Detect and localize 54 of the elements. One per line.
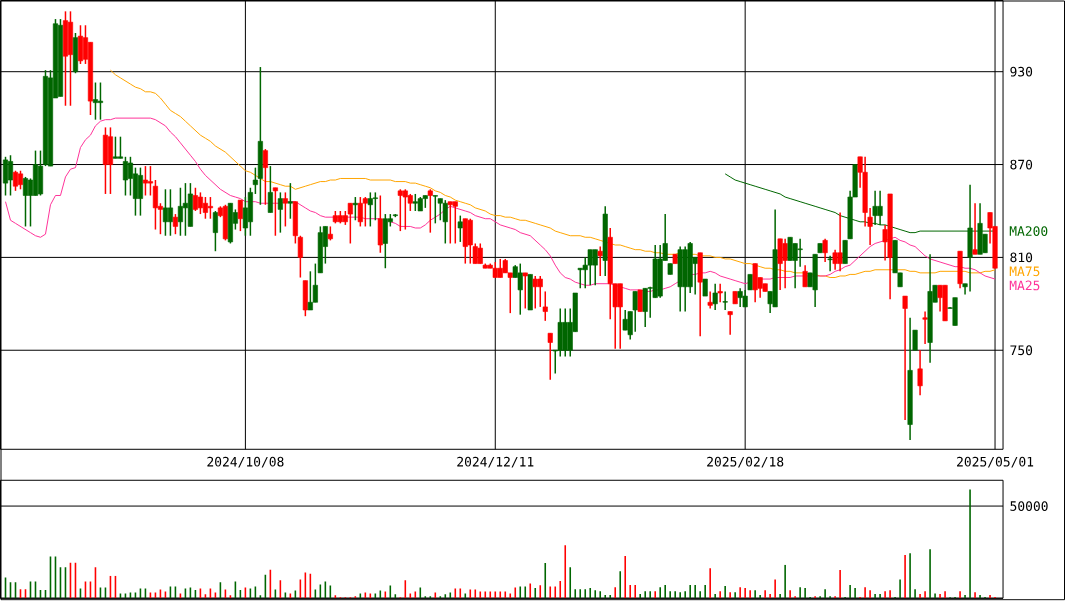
candlestick xyxy=(717,283,723,304)
candlestick xyxy=(707,290,713,310)
y-tick-label: 810 xyxy=(1010,252,1033,263)
candlestick xyxy=(352,196,358,222)
candlestick xyxy=(97,82,104,121)
candlestick xyxy=(237,199,243,233)
candlestick xyxy=(267,165,273,214)
y-tick-label: 930 xyxy=(1010,67,1033,77)
y-tick-label: 870 xyxy=(1010,159,1033,170)
candlestick xyxy=(167,188,173,237)
series-label: MA75 xyxy=(1009,266,1040,277)
candlestick xyxy=(22,176,29,228)
candlestick xyxy=(147,165,153,197)
x-tick-label: 2025/02/18 xyxy=(707,457,784,468)
candlestick xyxy=(902,295,908,421)
candlestick xyxy=(262,148,268,206)
series-label: MA200 xyxy=(1009,226,1048,237)
candlestick xyxy=(832,249,838,271)
candlestick xyxy=(547,332,553,381)
x-tick-label: 2025/05/01 xyxy=(957,457,1034,468)
candlestick xyxy=(457,215,463,243)
candlestick xyxy=(917,349,923,397)
x-tick-label: 2024/10/08 xyxy=(207,457,284,468)
candlestick xyxy=(172,213,178,236)
candlestick xyxy=(642,287,648,329)
candlestick xyxy=(922,311,928,346)
candlestick xyxy=(117,136,123,160)
candlestick xyxy=(727,311,733,336)
y-tick-label: 50000 xyxy=(1010,501,1048,512)
candlestick xyxy=(277,191,283,234)
candlestick xyxy=(207,196,213,220)
candlestick xyxy=(637,289,643,313)
candlestick xyxy=(827,255,833,273)
candlestick xyxy=(597,246,603,277)
candlestick xyxy=(137,167,143,217)
candlestick xyxy=(712,283,718,311)
x-tick-label: 2024/12/11 xyxy=(457,457,534,468)
candlestick xyxy=(272,187,278,237)
candlestick xyxy=(282,191,288,228)
candlestick xyxy=(357,196,363,228)
candlestick xyxy=(7,154,14,197)
candlestick xyxy=(287,182,293,220)
candlestick xyxy=(212,210,218,253)
candlestick xyxy=(722,290,728,311)
candlestick xyxy=(17,170,24,191)
y-tick-label: 750 xyxy=(1010,345,1033,356)
candlestick xyxy=(2,156,9,197)
candlestick xyxy=(12,170,19,192)
series-label: MA25 xyxy=(1009,280,1040,291)
candlestick xyxy=(427,188,433,234)
candlestick xyxy=(522,272,528,310)
candlestick xyxy=(92,82,99,121)
candlestick xyxy=(822,238,828,264)
candlestick xyxy=(972,202,978,256)
